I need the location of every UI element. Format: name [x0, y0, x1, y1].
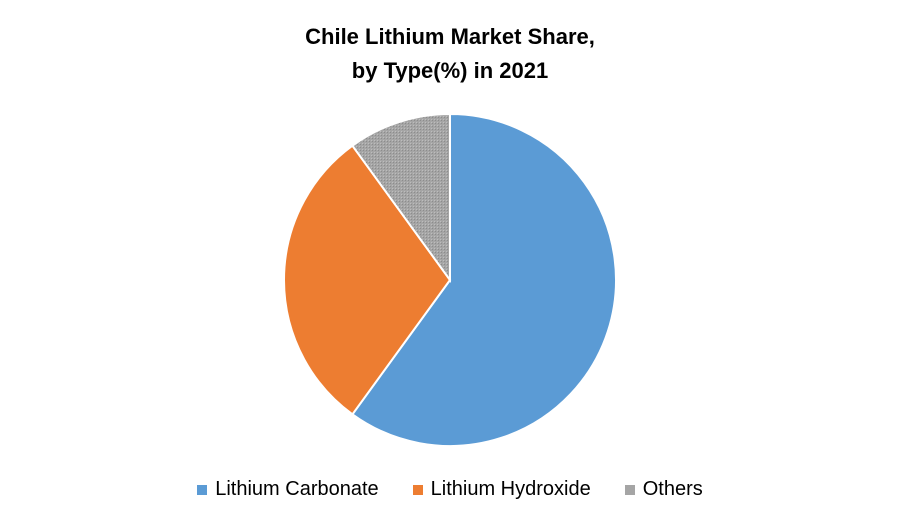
chart-title: Chile Lithium Market Share, by Type(%) i… [0, 20, 900, 88]
chart-title-line-1: Chile Lithium Market Share, [305, 24, 595, 49]
legend-item-lithium-carbonate: Lithium Carbonate [197, 478, 379, 501]
legend-label-others: Others [642, 478, 703, 500]
legend-swatch-others [624, 484, 635, 495]
pie-slice-lithium-hydroxide [283, 144, 452, 416]
legend-label-lithium-hydroxide: Lithium Hydroxide [430, 478, 591, 500]
legend-swatch-lithium-hydroxide [412, 484, 423, 495]
legend-label-lithium-carbonate: Lithium Carbonate [215, 478, 379, 500]
legend-swatch-lithium-carbonate [197, 484, 208, 495]
pie-slice-others [351, 112, 451, 284]
pie-slice-lithium-carbonate [351, 112, 617, 447]
pie-slices [283, 112, 617, 447]
legend: Lithium Carbonate Lithium Hydroxide Othe… [0, 478, 900, 501]
chart-title-line-2: by Type(%) in 2021 [351, 58, 549, 83]
legend-item-lithium-hydroxide: Lithium Hydroxide [412, 478, 591, 501]
legend-item-others: Others [624, 478, 703, 501]
